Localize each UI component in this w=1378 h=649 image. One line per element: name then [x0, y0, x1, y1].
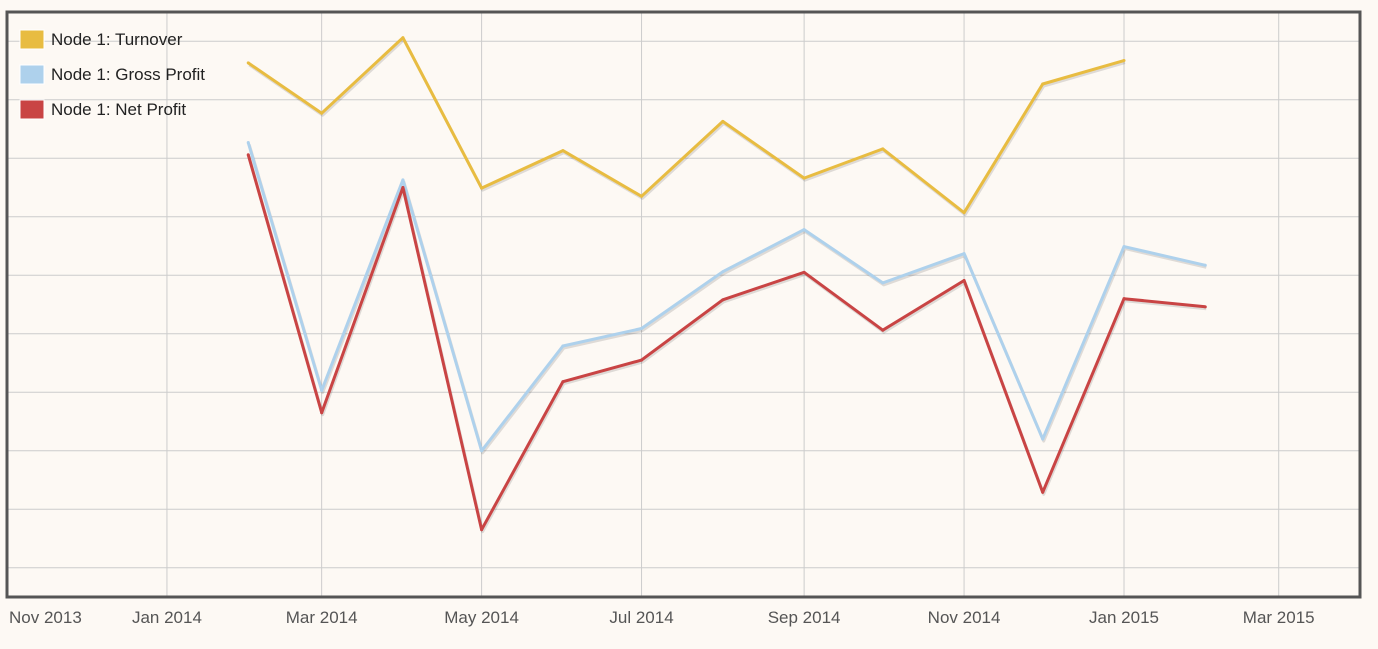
- data-point: [246, 61, 250, 65]
- legend-label: Node 1: Net Profit: [51, 100, 186, 119]
- data-point: [561, 380, 565, 384]
- series-layer: [246, 36, 1207, 534]
- x-tick-label: May 2014: [444, 608, 519, 627]
- data-point: [320, 411, 324, 415]
- x-tick-label: Jan 2014: [132, 608, 202, 627]
- x-tick-label: Nov 2014: [928, 608, 1001, 627]
- data-point: [480, 449, 484, 453]
- data-point: [640, 326, 644, 330]
- data-point: [246, 140, 250, 144]
- data-point: [962, 252, 966, 256]
- data-point: [721, 270, 725, 274]
- data-point: [320, 111, 324, 115]
- data-point: [1122, 245, 1126, 249]
- legend-swatch: [19, 64, 45, 85]
- data-point: [1203, 305, 1207, 309]
- x-tick-label: Sep 2014: [768, 608, 841, 627]
- data-point: [962, 279, 966, 283]
- data-point: [480, 528, 484, 532]
- x-tick-label: Jan 2015: [1089, 608, 1159, 627]
- data-point: [802, 270, 806, 274]
- legend-swatch: [19, 99, 45, 120]
- data-point: [480, 186, 484, 190]
- data-point: [721, 119, 725, 123]
- series-line-0: [247, 36, 1125, 215]
- legend-label: Node 1: Turnover: [51, 30, 183, 49]
- data-point: [1203, 263, 1207, 267]
- data-point: [721, 298, 725, 302]
- series-shadow: [248, 38, 1126, 217]
- data-point: [640, 358, 644, 362]
- data-point: [1041, 490, 1045, 494]
- plot-background: [7, 12, 1360, 597]
- data-point: [1041, 82, 1045, 86]
- data-point: [561, 149, 565, 153]
- data-point: [401, 36, 405, 40]
- data-point: [881, 281, 885, 285]
- legend-item: Node 1: Net Profit: [19, 99, 186, 120]
- data-point: [246, 153, 250, 157]
- legend-item: Node 1: Turnover: [19, 29, 183, 50]
- legend-label: Node 1: Gross Profit: [51, 65, 205, 84]
- data-point: [401, 178, 405, 182]
- x-axis-tick-labels: Nov 2013 Jan 2014 Mar 2014 May 2014 Jul 2014…: [9, 608, 1315, 627]
- x-tick-label: Mar 2014: [286, 608, 358, 627]
- data-point: [640, 194, 644, 198]
- data-point: [1122, 59, 1126, 63]
- data-point: [881, 147, 885, 151]
- data-point: [1041, 437, 1045, 441]
- data-point: [401, 186, 405, 189]
- legend-swatch: [19, 29, 45, 50]
- x-tick-label: Mar 2015: [1243, 608, 1315, 627]
- legend-item: Node 1: Gross Profit: [19, 64, 205, 85]
- grid-layer: [6, 12, 1360, 597]
- data-point: [802, 176, 806, 180]
- x-tick-label: Nov 2013: [9, 608, 82, 627]
- data-point: [802, 228, 806, 232]
- data-point: [881, 328, 885, 332]
- data-point: [962, 211, 966, 215]
- data-point: [1122, 297, 1126, 301]
- x-tick-label: Jul 2014: [609, 608, 673, 627]
- plot-frame: [5, 10, 1362, 599]
- legend: Node 1: Turnover Node 1: Gross Profit Node…: [19, 29, 205, 120]
- data-point: [561, 344, 565, 348]
- data-point: [320, 388, 324, 392]
